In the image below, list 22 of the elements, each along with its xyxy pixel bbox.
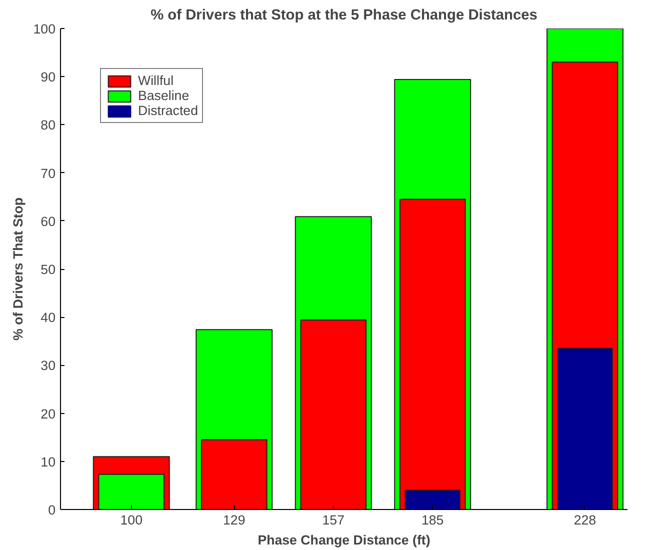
x-tick-label: 228 [574, 512, 596, 528]
x-tick-label: 157 [322, 512, 344, 528]
y-tick-label: 30 [40, 358, 56, 374]
y-tick-label: 70 [40, 166, 56, 181]
legend-label: Willful [138, 73, 174, 88]
y-tick-label: 50 [40, 262, 56, 277]
y-tick-label: 100 [33, 22, 56, 36]
x-tick-label: 185 [421, 512, 444, 528]
y-tick-label: 60 [40, 214, 56, 229]
y-tick-label: 40 [40, 310, 56, 326]
y-axis-title: % of Drivers That Stop [10, 198, 26, 340]
y-tick-label: 90 [40, 70, 56, 85]
legend-label: Baseline [138, 88, 190, 103]
chart-title: % of Drivers that Stop at the 5 Phase Change Distances [150, 8, 538, 24]
y-tick-label: 80 [40, 118, 56, 133]
y-tick-label: 10 [40, 454, 56, 470]
x-tick-label: 100 [120, 512, 143, 528]
x-axis-title: Phase Change Distance (ft) [258, 532, 430, 548]
legend-label: Distracted [138, 103, 198, 118]
y-tick-label: 0 [48, 502, 56, 518]
y-tick-label: 20 [40, 406, 56, 422]
x-tick-label: 129 [223, 512, 246, 528]
